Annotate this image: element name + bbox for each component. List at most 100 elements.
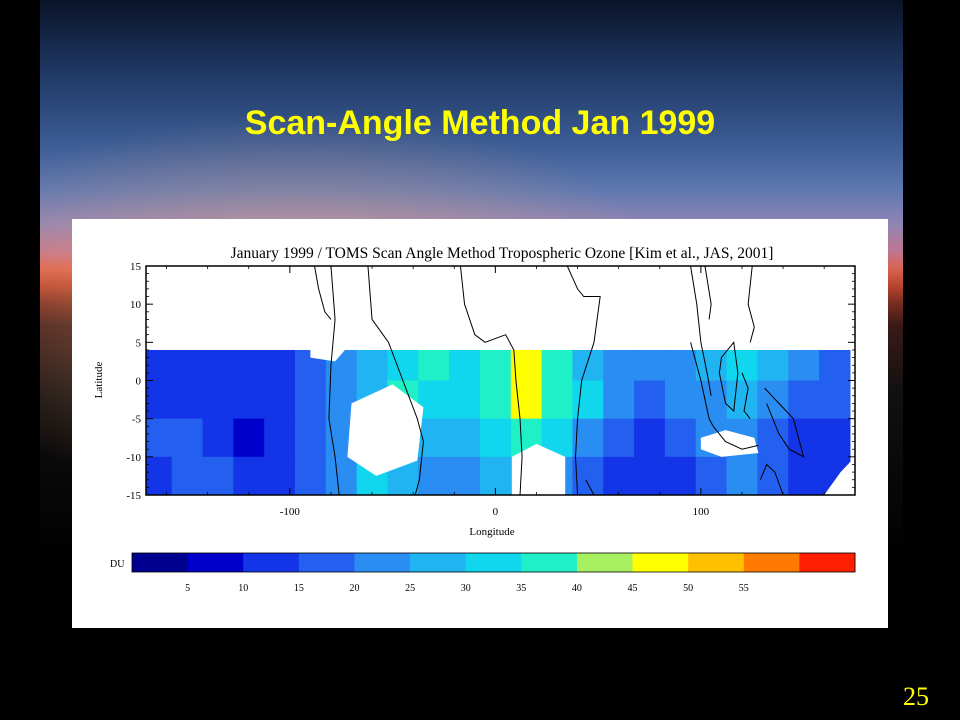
axes: 15 10 5 0 -5 -10 -15 -100 0 100	[126, 261, 855, 518]
heatmap-cell	[171, 418, 204, 458]
heatmap-cell	[572, 380, 604, 420]
heatmap-cell	[757, 418, 789, 458]
heatmap-cell	[294, 380, 327, 420]
heatmap-cell	[541, 380, 574, 420]
heatmap-cell	[233, 380, 265, 420]
heatmap-cell	[294, 418, 327, 458]
heatmap-cell	[603, 418, 635, 458]
heatmap-cell	[171, 456, 204, 495]
colorbar-tick-label: 40	[572, 583, 582, 594]
heatmap-cell	[819, 418, 851, 458]
heatmap-cell	[325, 456, 358, 495]
heatmap-cell	[418, 418, 450, 458]
heatmap-cell	[202, 380, 234, 420]
colorbar-tick-label: 5	[185, 583, 190, 594]
coastline	[741, 372, 751, 419]
coastline	[690, 342, 714, 427]
heatmap-cell	[479, 418, 512, 458]
x-tick-label: 100	[693, 506, 710, 518]
coastline	[314, 266, 332, 320]
colorbar-swatch	[576, 553, 634, 572]
colorbar-swatch	[632, 553, 689, 572]
y-axis-label: Latitude	[93, 362, 105, 399]
x-axis-label: Longitude	[469, 526, 514, 538]
colorbar-swatch	[187, 553, 244, 572]
heatmap-cell	[449, 418, 481, 458]
coastline	[718, 341, 739, 413]
coastline	[704, 266, 712, 320]
colorbar-swatch	[132, 553, 189, 572]
heatmap-cell	[510, 380, 543, 420]
heatmap-cell	[788, 456, 820, 495]
heatmap-cell	[171, 380, 204, 420]
coastline	[367, 266, 424, 495]
heatmap-cell	[664, 380, 697, 420]
heatmap-cell	[264, 418, 296, 458]
heatmap-cell	[634, 418, 666, 458]
colorbar-tick-label: 35	[516, 583, 526, 594]
heatmap-cell	[418, 456, 450, 495]
heatmap-cell	[233, 456, 265, 495]
colorbar-swatch	[410, 553, 467, 572]
colorbar-tick-label: 10	[238, 583, 248, 594]
heatmap-cell	[757, 456, 789, 495]
ozone-heatmap	[146, 266, 855, 495]
colorbar-swatch	[465, 553, 522, 572]
coastline	[328, 266, 340, 495]
heatmap-cell	[634, 380, 666, 420]
heatmap-cell	[418, 380, 450, 420]
y-tick-label: 15	[130, 261, 142, 273]
colorbar-tick-label: 55	[739, 583, 749, 594]
heatmap-cell	[264, 456, 296, 495]
colorbar-tick-label: 15	[294, 583, 304, 594]
y-tick-label: -15	[126, 490, 141, 502]
colorbar: 5 10 15 20 25 30 35 40 45 50 55	[131, 552, 856, 594]
heatmap-cell	[603, 456, 635, 495]
colorbar-frame	[131, 552, 856, 573]
no-data-region	[347, 384, 424, 476]
chart-title: January 1999 / TOMS Scan Angle Method Tr…	[231, 245, 774, 262]
y-tick-label: 0	[136, 376, 142, 388]
colorbar-swatch	[298, 553, 355, 572]
no-data-region	[824, 456, 855, 495]
heatmap-cell	[479, 380, 512, 420]
colorbar-swatch	[799, 553, 856, 572]
continent-outlines	[314, 266, 805, 495]
coastline	[566, 266, 601, 495]
coastline	[747, 266, 755, 343]
colorbar-tick-label: 20	[349, 583, 359, 594]
heatmap-cell	[202, 418, 234, 458]
coastline	[459, 266, 523, 495]
no-data-region	[511, 443, 566, 495]
y-tick-label: 10	[130, 299, 142, 311]
heatmap-cell	[233, 418, 265, 458]
coastline	[712, 425, 759, 450]
coastline	[764, 387, 805, 458]
y-tick-label: -10	[126, 452, 141, 464]
colorbar-tick-label: 45	[628, 583, 638, 594]
y-tick-label: 5	[136, 337, 142, 349]
heatmap-cell	[757, 380, 789, 420]
heatmap-cell	[634, 456, 666, 495]
x-tick-label: 0	[493, 506, 499, 518]
y-tick-label: -5	[132, 414, 142, 426]
page-number: 25	[903, 682, 929, 711]
coastline	[760, 463, 784, 495]
colorbar-swatch	[743, 553, 800, 572]
heatmap-cell	[726, 380, 758, 420]
colorbar-tick-label: 30	[461, 583, 471, 594]
heatmap-cell	[449, 456, 481, 495]
colorbar-swatch	[521, 553, 578, 572]
no-data-band	[146, 266, 855, 350]
colorbar-label: DU	[110, 559, 125, 570]
coastline	[585, 479, 595, 495]
heatmap-cell	[819, 380, 851, 420]
coastline	[690, 266, 712, 396]
heatmap-cell	[726, 456, 758, 495]
chart-panel: January 1999 / TOMS Scan Angle Method Tr…	[72, 219, 888, 628]
colorbar-swatch	[688, 553, 745, 572]
heatmap-cell	[664, 456, 697, 495]
x-tick-label: -100	[280, 506, 301, 518]
colorbar-tick-label: 50	[683, 583, 693, 594]
colorbar-swatch	[354, 553, 411, 572]
